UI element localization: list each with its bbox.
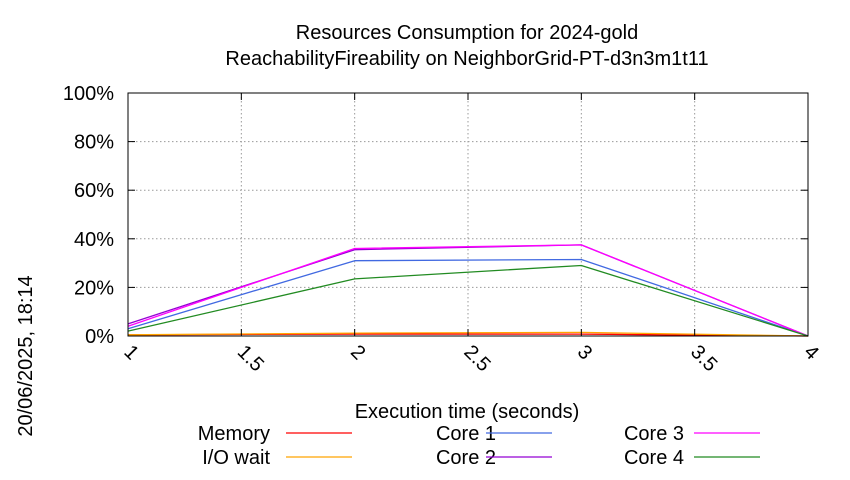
legend-label: Core 4 <box>624 447 684 469</box>
legend-label: Memory <box>198 423 270 445</box>
y-tick-label: 100% <box>63 83 114 105</box>
legend-label: Core 2 <box>436 447 496 469</box>
x-tick-label: 2 <box>346 341 369 364</box>
x-axis-label: Execution time (seconds) <box>355 401 580 423</box>
grid <box>128 93 808 336</box>
x-tick-label: 1.5 <box>233 341 268 376</box>
timestamp: 20/06/2025, 18:14 <box>15 275 37 436</box>
y-tick-label: 60% <box>74 180 114 202</box>
series-line-core-3 <box>127 244 809 337</box>
series-line-core-1 <box>127 258 809 337</box>
plot-frame <box>127 92 809 337</box>
legend-label: I/O wait <box>202 447 270 469</box>
legend-label: Core 1 <box>436 423 496 445</box>
chart-subtitle: ReachabilityFireability on NeighborGrid-… <box>225 48 708 70</box>
y-tick-label: 0% <box>85 326 114 348</box>
x-tick-label: 3 <box>573 341 596 364</box>
x-tick-label: 1 <box>119 341 142 364</box>
series-line-core-4 <box>127 264 809 337</box>
y-tick-label: 80% <box>74 132 114 154</box>
y-tick-label: 20% <box>74 277 114 299</box>
x-tick-label: 4 <box>799 341 822 364</box>
y-tick-label: 40% <box>74 229 114 251</box>
chart-title: Resources Consumption for 2024-gold <box>296 22 638 44</box>
x-tick-label: 2.5 <box>459 341 494 376</box>
x-tick-label: 3.5 <box>686 341 721 376</box>
legend-label: Core 3 <box>624 423 684 445</box>
